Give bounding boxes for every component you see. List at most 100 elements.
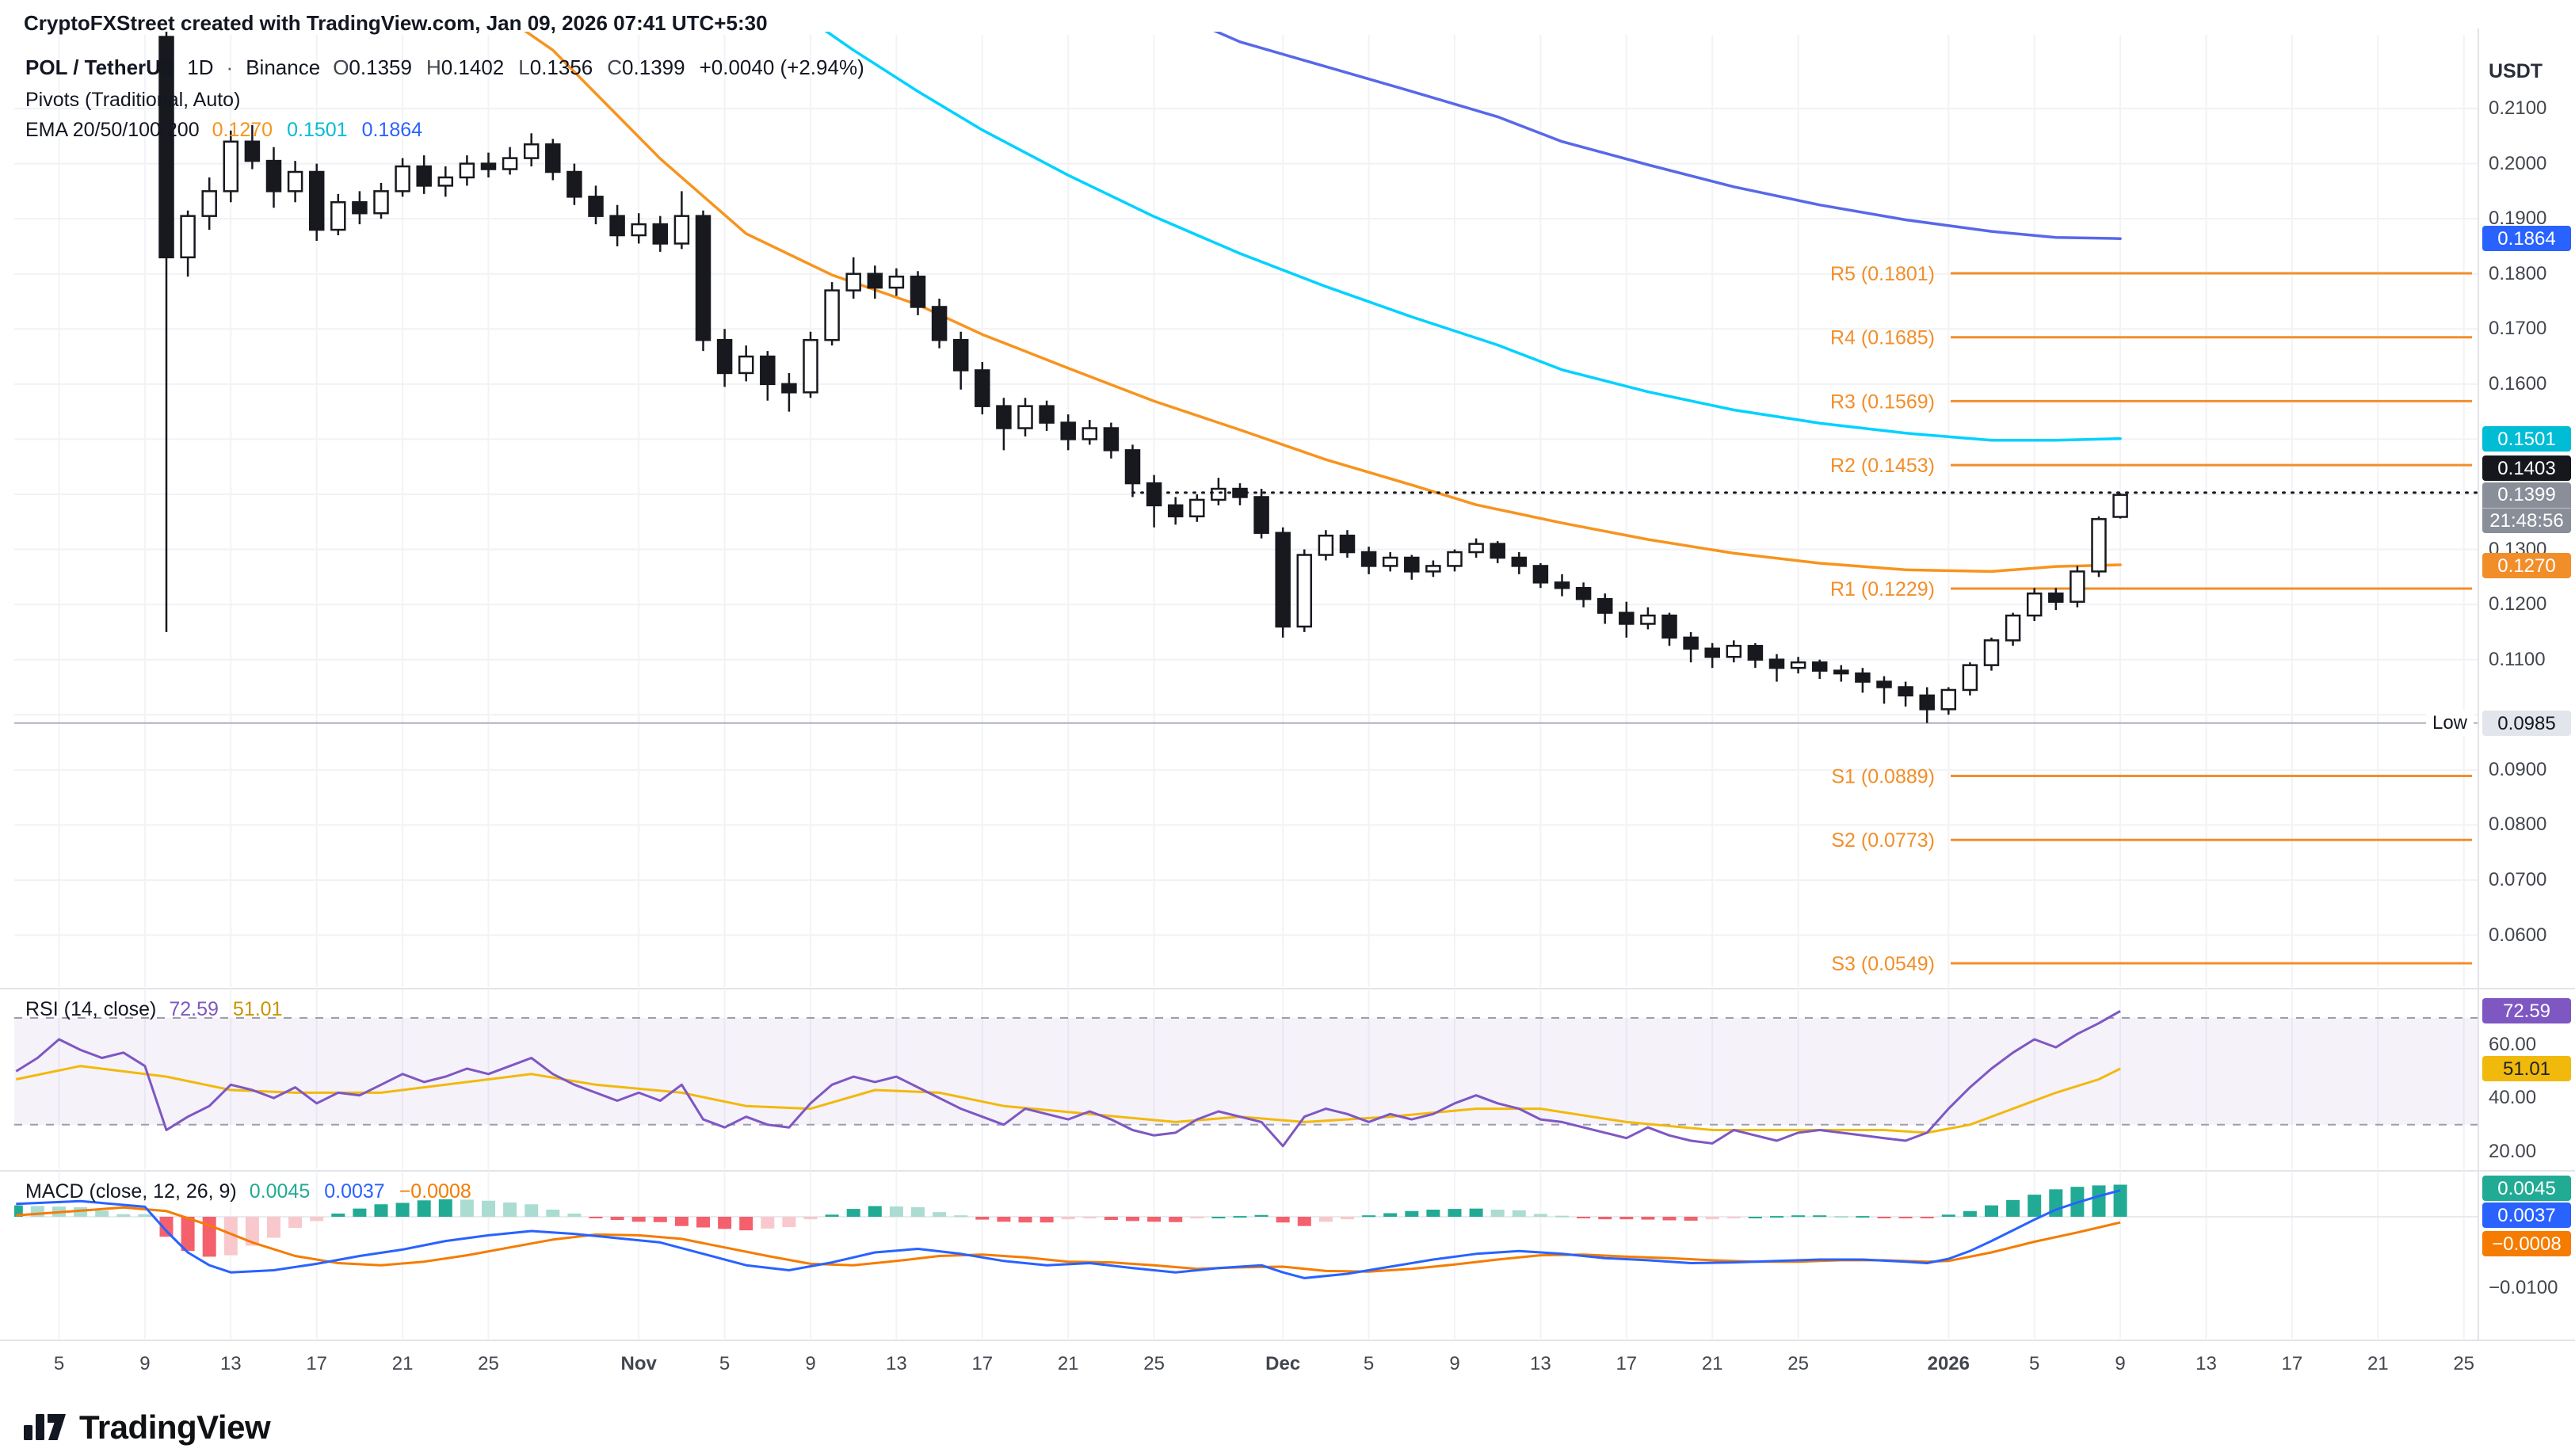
- macd-histogram-bar: [525, 1204, 539, 1217]
- macd-histogram-bar: [1898, 1217, 1913, 1218]
- time-label-9[interactable]: 9: [139, 1353, 151, 1374]
- candle-body: [803, 338, 818, 394]
- macd-histogram-bar: [1169, 1217, 1183, 1222]
- time-label-21[interactable]: 21: [1701, 1353, 1723, 1374]
- time-label-21[interactable]: 21: [391, 1353, 414, 1374]
- macd-histogram-bar: [803, 1217, 818, 1220]
- grid: [14, 35, 2478, 1339]
- ema-legend[interactable]: EMA 20/50/100/200 0.1270 0.1501 0.1864: [25, 119, 422, 142]
- macd-histogram-bar: [1147, 1217, 1162, 1222]
- macd-histogram-bar: [589, 1217, 603, 1218]
- rsi-tick-60.00[interactable]: 60.00: [2489, 1033, 2537, 1055]
- price-tick-0.1200[interactable]: 0.1200: [2489, 593, 2547, 616]
- candle-body: [1017, 405, 1033, 429]
- symbol-legend[interactable]: POL / TetherUS 1D · Binance O0.1359 H0.14…: [25, 55, 864, 80]
- rsi-tick-20.00[interactable]: 20.00: [2489, 1140, 2537, 1162]
- candle-body: [1124, 449, 1141, 485]
- time-label-9[interactable]: 9: [1449, 1353, 1460, 1374]
- price-tick-0.0900[interactable]: 0.0900: [2489, 758, 2547, 780]
- macd-histogram-bar: [1941, 1214, 1955, 1217]
- macd-histogram-bar: [1856, 1216, 1870, 1218]
- macd-histogram-bar: [1963, 1210, 1977, 1217]
- time-label-13[interactable]: 13: [2195, 1353, 2217, 1374]
- time-label-5[interactable]: 5: [2029, 1353, 2040, 1374]
- time-label-21[interactable]: 21: [1057, 1353, 1079, 1374]
- candle-body: [716, 338, 733, 375]
- candle-body: [1811, 661, 1828, 672]
- rsi-tick-40.00[interactable]: 40.00: [2489, 1087, 2537, 1109]
- symbol-name: POL / TetherUS: [25, 55, 175, 79]
- tradingview-logo-icon: [24, 1414, 66, 1440]
- macd-histogram-bar: [1297, 1217, 1311, 1226]
- time-label-Dec[interactable]: Dec: [1265, 1353, 1301, 1374]
- macd-histogram-bar: [1490, 1210, 1505, 1217]
- macd-histogram-bar: [975, 1217, 990, 1220]
- pivots-legend-label: Pivots (Traditional, Auto): [25, 89, 241, 111]
- candle-body: [824, 289, 840, 341]
- candle-body: [373, 190, 389, 215]
- macd-histogram-bar: [1577, 1217, 1591, 1218]
- time-label-17[interactable]: 17: [2281, 1353, 2303, 1374]
- price-tick-0.1700[interactable]: 0.1700: [2489, 318, 2547, 340]
- price-tick-0.2100[interactable]: 0.2100: [2489, 97, 2547, 119]
- tradingview-logo[interactable]: TradingView: [24, 1408, 271, 1446]
- time-label-9[interactable]: 9: [2115, 1353, 2126, 1374]
- candle-body: [1296, 554, 1313, 628]
- time-label-5[interactable]: 5: [53, 1353, 65, 1374]
- pivots-legend[interactable]: Pivots (Traditional, Auto): [25, 89, 240, 112]
- time-label-25[interactable]: 25: [1143, 1353, 1165, 1374]
- candle-body: [975, 369, 990, 407]
- time-label-17[interactable]: 17: [1616, 1353, 1638, 1374]
- time-label-25[interactable]: 25: [478, 1353, 499, 1374]
- macd-histogram-bar: [889, 1206, 903, 1217]
- candle-body: [1060, 421, 1076, 440]
- price-tick-0.1100[interactable]: 0.1100: [2489, 648, 2546, 670]
- macd-tick-−0.0100[interactable]: −0.0100: [2489, 1277, 2558, 1298]
- price-tick-0.0700[interactable]: 0.0700: [2489, 868, 2547, 890]
- macd-pane[interactable]: [10, 1184, 2478, 1279]
- current-price-value: 0.1399: [2497, 484, 2556, 505]
- main-price-pane[interactable]: R5 (0.1801) R4 (0.1685) R3 (0.1569) R2 (0.1…: [14, 21, 2478, 975]
- macd-legend[interactable]: MACD (close, 12, 26, 9) 0.0045 0.0037 −0.0…: [25, 1180, 471, 1203]
- macd-histogram-bar: [1254, 1214, 1268, 1217]
- candle-body: [437, 176, 454, 187]
- time-label-17[interactable]: 17: [971, 1353, 994, 1374]
- candle-body: [1232, 487, 1248, 498]
- rsi-legend-values: 72.59 51.01: [169, 998, 282, 1021]
- rsi-legend[interactable]: RSI (14, close) 72.59 51.01: [25, 998, 282, 1021]
- price-tick-0.1800[interactable]: 0.1800: [2489, 262, 2547, 284]
- price-tick-0.1900[interactable]: 0.1900: [2489, 208, 2547, 230]
- time-label-5[interactable]: 5: [1363, 1353, 1375, 1374]
- ohlc-item: O0.1359: [333, 55, 412, 80]
- candle-body: [158, 36, 174, 259]
- price-tick-0.0600[interactable]: 0.0600: [2489, 924, 2547, 946]
- time-label-9[interactable]: 9: [805, 1353, 816, 1374]
- bar-countdown: 21:48:56: [2482, 508, 2571, 534]
- macd-histogram-bar: [14, 1205, 23, 1217]
- time-label-17[interactable]: 17: [306, 1353, 328, 1374]
- macd-histogram-bar: [1040, 1217, 1054, 1223]
- time-label-25[interactable]: 25: [1787, 1353, 1809, 1374]
- candle-body: [631, 223, 647, 237]
- price-tick-0.0800[interactable]: 0.0800: [2489, 814, 2547, 836]
- price-tick-0.2000[interactable]: 0.2000: [2489, 152, 2547, 174]
- macd-histogram-bar: [631, 1217, 646, 1222]
- rsi-pane[interactable]: [14, 1009, 2478, 1148]
- time-label-21[interactable]: 21: [2367, 1353, 2389, 1374]
- time-label-13[interactable]: 13: [219, 1353, 242, 1374]
- macd-histogram-bar: [1341, 1217, 1354, 1220]
- time-label-13[interactable]: 13: [886, 1353, 907, 1374]
- price-badge-0.1403: 0.1403: [2482, 455, 2571, 481]
- macd-histogram-bar: [653, 1217, 667, 1222]
- time-label-5[interactable]: 5: [719, 1353, 731, 1374]
- low-value-badge: 0.0985: [2482, 710, 2571, 736]
- candle-body: [545, 143, 561, 173]
- time-label-2026[interactable]: 2026: [1927, 1353, 1970, 1374]
- time-label-25[interactable]: 25: [2453, 1353, 2475, 1374]
- time-label-Nov[interactable]: Nov: [620, 1353, 657, 1374]
- time-label-13[interactable]: 13: [1530, 1353, 1551, 1374]
- price-badge-0.1501: 0.1501: [2482, 425, 2571, 452]
- macd-legend-value: 0.0037: [324, 1180, 385, 1203]
- price-tick-0.1600[interactable]: 0.1600: [2489, 372, 2547, 394]
